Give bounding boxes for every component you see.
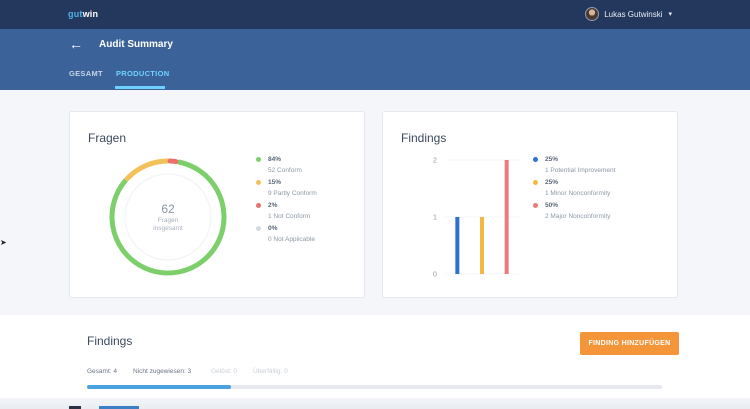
add-finding-button[interactable]: FINDING HINZUFÜGEN bbox=[580, 332, 679, 355]
fragen-title: Fragen bbox=[88, 131, 127, 145]
filter-gesamt[interactable]: Gesamt: 4 bbox=[87, 368, 117, 375]
bar-0 bbox=[455, 217, 460, 274]
red-dot-icon bbox=[533, 203, 538, 208]
donut-segment-0 bbox=[109, 159, 227, 276]
filter-geloest[interactable]: Gelöst: 0 bbox=[211, 368, 238, 375]
donut-segment-1 bbox=[124, 158, 174, 181]
mouse-cursor-icon: ➤ bbox=[0, 238, 7, 247]
fragen-total: 62 bbox=[161, 202, 175, 216]
avatar bbox=[585, 7, 600, 21]
app-logo[interactable]: gutwin bbox=[68, 9, 99, 19]
findings-bar-chart: 0 1 2 bbox=[433, 158, 519, 279]
findings-progress-fill bbox=[87, 385, 231, 389]
y-tick-label: 0 bbox=[433, 272, 437, 279]
blue-dot-icon bbox=[533, 157, 538, 162]
bar-1 bbox=[480, 217, 484, 274]
bottom-element bbox=[69, 406, 81, 409]
donut-inner-ring bbox=[124, 173, 212, 261]
user-menu[interactable]: Lukas Gutwinski ▾ bbox=[585, 7, 672, 21]
back-arrow-icon[interactable]: ← bbox=[69, 36, 83, 52]
tab-production[interactable]: PRODUCTION bbox=[116, 69, 170, 78]
fragen-total-label: Fragen insgesamt bbox=[153, 217, 183, 232]
tab-gesamt[interactable]: GESAMT bbox=[69, 69, 103, 78]
fragen-donut-chart bbox=[109, 158, 227, 276]
y-tick-label: 1 bbox=[433, 215, 437, 222]
chevron-down-icon: ▾ bbox=[668, 11, 672, 18]
gray-dot-icon bbox=[256, 226, 261, 231]
red-dot-icon bbox=[256, 203, 261, 208]
findings-section: Findings FINDING HINZUFÜGEN Gesamt: 4 Ni… bbox=[0, 315, 750, 409]
bar-2 bbox=[504, 160, 509, 274]
green-dot-icon bbox=[256, 157, 261, 162]
filter-ueberfaellig[interactable]: Überfällig: 0 bbox=[253, 368, 288, 375]
page-header: ← Audit Summary GESAMT PRODUCTION bbox=[0, 29, 750, 90]
bottom-button[interactable] bbox=[99, 406, 139, 409]
yellow-dot-icon bbox=[256, 180, 261, 185]
findings-chart-title: Findings bbox=[401, 131, 447, 145]
active-tab-indicator bbox=[115, 86, 165, 89]
bottom-strip bbox=[0, 398, 750, 409]
findings-section-title: Findings bbox=[87, 334, 133, 348]
yellow-dot-icon bbox=[533, 180, 538, 185]
donut-segment-2 bbox=[167, 158, 179, 165]
fragen-card: Fragen 62 Fragen insgesamt 84% 52 Confor… bbox=[69, 111, 365, 298]
user-name: Lukas Gutwinski bbox=[604, 9, 663, 19]
top-bar: gutwin Lukas Gutwinski ▾ bbox=[0, 0, 750, 29]
filter-nicht-zugewiesen[interactable]: Nicht zugewiesen: 3 bbox=[133, 368, 192, 375]
page-title: Audit Summary bbox=[99, 39, 173, 50]
findings-progress-bar bbox=[87, 385, 662, 389]
y-tick-label: 2 bbox=[433, 158, 437, 165]
